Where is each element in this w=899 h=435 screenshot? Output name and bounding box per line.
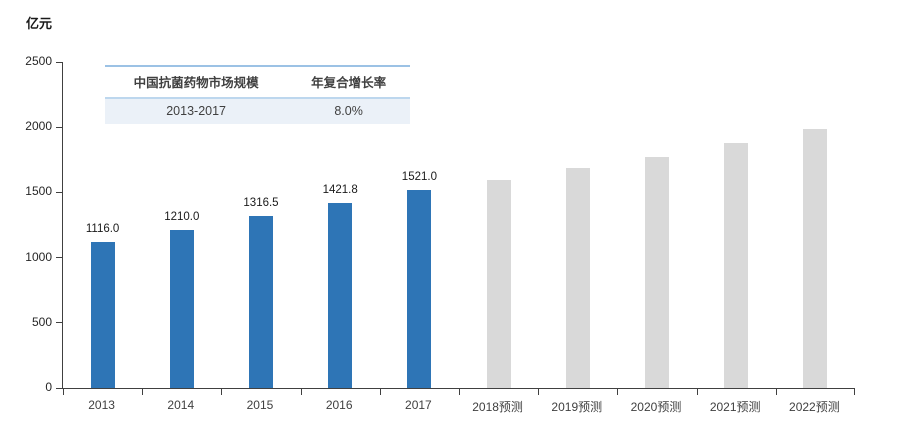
bar-2021预测 <box>724 142 749 388</box>
x-axis-label-2020预测: 2020预测 <box>630 400 682 414</box>
x-axis-label-2017: 2017 <box>405 398 432 412</box>
y-axis-tick-label: 500 <box>31 314 52 329</box>
y-axis-tick <box>56 387 62 389</box>
cagr-table: 中国抗菌药物市场规模 年复合增长率 2013-2017 8.0% <box>105 65 410 124</box>
y-axis-tick-label: 1000 <box>25 249 52 264</box>
cagr-table-header-row: 中国抗菌药物市场规模 年复合增长率 <box>105 66 410 98</box>
x-axis-label-2022预测: 2022预测 <box>789 400 840 414</box>
bar-value-label-2016: 1421.8 <box>322 183 358 196</box>
y-axis-tick <box>56 61 62 63</box>
cagr-table-data-row: 2013-2017 8.0% <box>105 98 410 124</box>
x-axis-tick <box>696 389 698 395</box>
bar-2017 <box>407 189 432 388</box>
y-axis-unit-label: 亿元 <box>26 16 53 31</box>
y-axis-tick <box>56 257 62 259</box>
cagr-table-value-cell: 8.0% <box>287 98 410 124</box>
y-axis-tick-label: 2500 <box>25 54 52 68</box>
x-axis-label-2015: 2015 <box>246 398 274 412</box>
x-axis-tick <box>142 389 144 395</box>
y-axis-tick-label: 1500 <box>25 184 52 199</box>
bar-2022预测 <box>803 129 828 388</box>
y-axis-tick-label: 2000 <box>25 119 52 134</box>
x-axis-label-2018预测: 2018预测 <box>472 400 523 414</box>
x-axis-tick <box>379 389 381 395</box>
bar-2013 <box>90 242 115 388</box>
cagr-table-header-market-size: 中国抗菌药物市场规模 <box>133 76 259 90</box>
x-axis-label-2021预测: 2021预测 <box>709 400 761 414</box>
x-axis-label-2014: 2014 <box>167 398 195 412</box>
x-axis-label-2016: 2016 <box>325 398 353 412</box>
x-axis-tick <box>63 389 64 395</box>
x-axis-label-2019预测: 2019预测 <box>551 400 603 414</box>
x-axis-label-2013: 2013 <box>88 398 115 412</box>
cagr-table-period-cell: 2013-2017 <box>105 98 288 124</box>
x-axis-tick <box>538 389 540 395</box>
bar-2019预测 <box>565 168 590 388</box>
bar-2020预测 <box>645 156 669 388</box>
y-axis-tick <box>56 126 62 128</box>
x-axis-tick <box>459 389 460 395</box>
bar-value-label-2013: 1116.0 <box>85 223 120 236</box>
bar-value-label-2014: 1210.0 <box>164 211 200 224</box>
bar-2015 <box>249 216 273 388</box>
x-axis-tick <box>221 389 223 395</box>
plot-area: 1116.0 1210.0 1316.5 1421.8 1521.0 <box>56 61 855 395</box>
y-axis-tick <box>56 322 62 324</box>
bar-2014 <box>169 230 194 388</box>
x-axis-tick <box>775 389 777 395</box>
y-axis-tick-label: 0 <box>45 380 52 394</box>
bar-2018预测 <box>486 180 511 388</box>
x-axis-tick <box>854 389 855 395</box>
bar-value-label-2015: 1316.5 <box>243 197 279 210</box>
x-axis-tick <box>300 389 302 395</box>
cagr-table-header-cagr: 年复合增长率 <box>311 76 387 90</box>
x-axis-tick <box>617 389 619 395</box>
bar-2016 <box>328 202 353 388</box>
bar-value-label-2017: 1521.0 <box>401 170 437 183</box>
y-axis-tick <box>56 191 62 193</box>
